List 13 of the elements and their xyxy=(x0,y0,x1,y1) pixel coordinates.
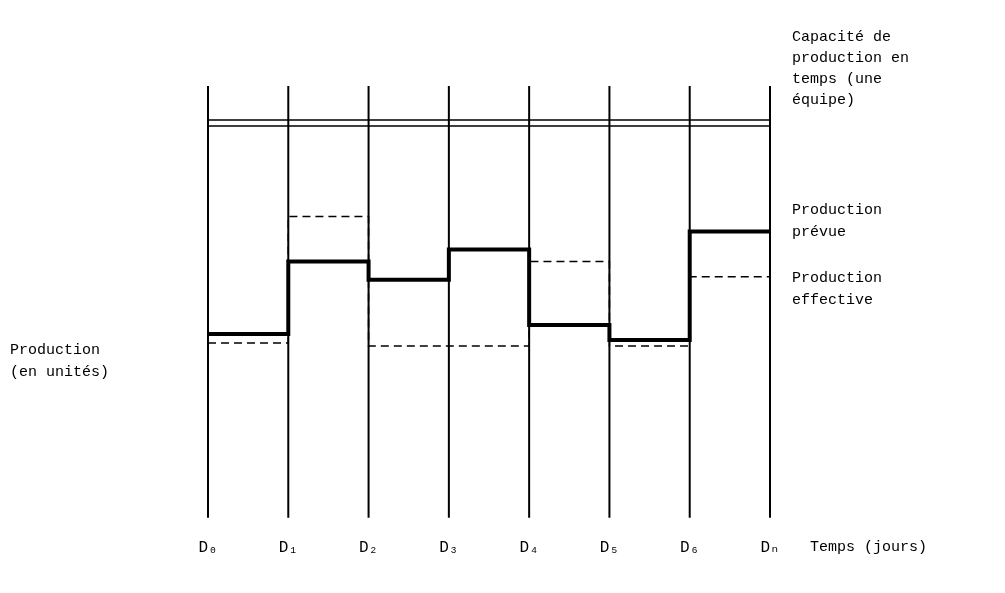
x-tick-label: Dₙ xyxy=(760,538,780,557)
x-tick-label: D₁ xyxy=(278,538,298,557)
series-label: Production effective xyxy=(792,269,883,309)
x-tick-label: D₄ xyxy=(519,538,539,557)
ref-line-label: Capacité de production en temps (une équipe) xyxy=(792,28,910,109)
x-tick-label: D₃ xyxy=(439,538,459,557)
x-tick-label: D₆ xyxy=(680,538,700,557)
x-axis-title: Temps (jours) xyxy=(810,538,928,556)
y-axis-title: Production (en unités) xyxy=(10,342,110,382)
x-tick-label: D₅ xyxy=(599,538,620,557)
series-label: Production prévue xyxy=(792,202,883,242)
x-tick-label: D₂ xyxy=(358,538,379,557)
x-tick-label: D₀ xyxy=(198,538,218,557)
